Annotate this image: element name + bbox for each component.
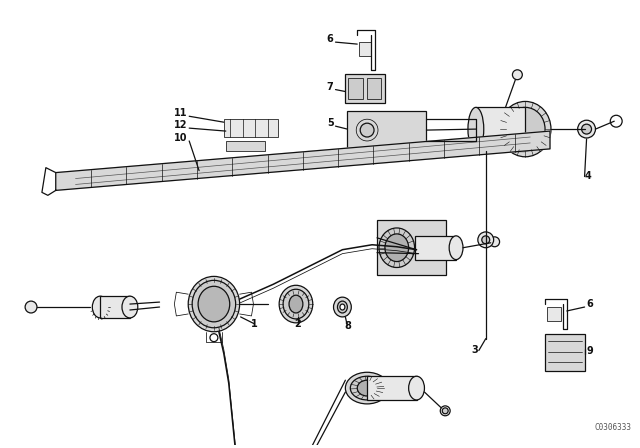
Circle shape xyxy=(482,236,490,244)
Ellipse shape xyxy=(333,297,351,317)
Text: 5: 5 xyxy=(327,118,333,128)
Circle shape xyxy=(360,123,374,137)
Ellipse shape xyxy=(500,101,551,157)
Ellipse shape xyxy=(92,296,108,318)
Circle shape xyxy=(210,334,218,342)
Ellipse shape xyxy=(283,289,309,319)
Ellipse shape xyxy=(340,304,345,310)
Bar xyxy=(348,111,426,149)
Ellipse shape xyxy=(122,296,138,318)
Bar xyxy=(367,376,417,400)
Text: 7: 7 xyxy=(327,82,333,91)
Circle shape xyxy=(478,232,493,248)
Ellipse shape xyxy=(289,295,303,313)
Circle shape xyxy=(490,237,500,247)
Ellipse shape xyxy=(279,285,313,323)
Circle shape xyxy=(25,301,37,313)
Circle shape xyxy=(611,115,622,127)
Bar xyxy=(224,119,278,137)
Ellipse shape xyxy=(198,286,230,322)
Ellipse shape xyxy=(506,108,545,151)
Bar xyxy=(359,42,371,56)
Bar xyxy=(476,108,525,151)
Ellipse shape xyxy=(468,108,484,151)
Polygon shape xyxy=(56,131,550,190)
Circle shape xyxy=(513,70,522,80)
Text: 11: 11 xyxy=(173,108,188,118)
Ellipse shape xyxy=(379,228,415,267)
Text: 1: 1 xyxy=(251,319,258,329)
Ellipse shape xyxy=(357,380,377,396)
Ellipse shape xyxy=(408,376,424,400)
Text: 9: 9 xyxy=(587,346,593,357)
Bar xyxy=(377,220,446,276)
Ellipse shape xyxy=(385,234,408,262)
Text: 2: 2 xyxy=(294,319,301,329)
Bar xyxy=(547,307,561,321)
Ellipse shape xyxy=(192,280,236,328)
Bar xyxy=(415,236,456,259)
Text: 10: 10 xyxy=(173,133,188,143)
Bar xyxy=(367,78,381,99)
Ellipse shape xyxy=(188,276,239,332)
Text: C0306333: C0306333 xyxy=(595,423,632,432)
Circle shape xyxy=(440,406,450,416)
Ellipse shape xyxy=(337,301,348,313)
Ellipse shape xyxy=(346,372,389,404)
Text: 4: 4 xyxy=(584,171,591,181)
Text: 12: 12 xyxy=(173,120,188,130)
Bar xyxy=(100,296,130,318)
Bar xyxy=(545,334,584,371)
Ellipse shape xyxy=(449,236,463,259)
Bar xyxy=(346,74,385,103)
Bar xyxy=(348,78,363,99)
Text: 6: 6 xyxy=(327,34,333,44)
Circle shape xyxy=(582,124,591,134)
Circle shape xyxy=(578,120,595,138)
Bar xyxy=(226,141,266,151)
Text: 3: 3 xyxy=(471,345,478,356)
Circle shape xyxy=(442,408,448,414)
Text: 6: 6 xyxy=(587,299,593,309)
Text: 8: 8 xyxy=(344,321,351,331)
Ellipse shape xyxy=(350,376,384,400)
